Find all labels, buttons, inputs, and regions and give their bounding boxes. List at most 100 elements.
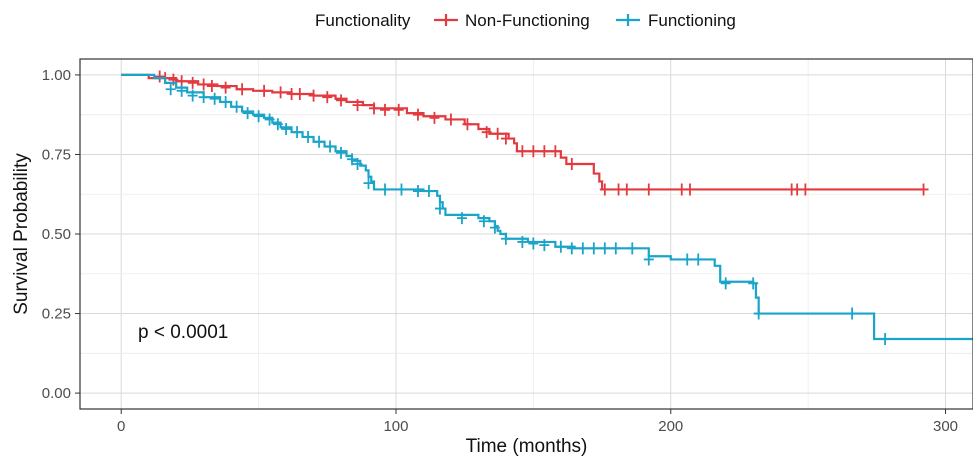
censor-mark: [566, 242, 577, 255]
censor-mark: [429, 111, 440, 124]
censor-mark: [599, 183, 610, 196]
censor-mark: [275, 86, 286, 99]
censor-mark: [198, 78, 209, 91]
censor-mark: [627, 242, 638, 255]
censor-mark: [412, 185, 423, 198]
censor-mark: [456, 212, 467, 225]
series-non-functioning: [121, 70, 929, 196]
legend-item-functioning: Functioning: [616, 11, 736, 30]
censor-mark: [880, 333, 891, 345]
censor-mark: [314, 135, 325, 148]
censor-mark: [369, 102, 380, 115]
x-tick-label: 0: [117, 418, 125, 435]
censor-mark: [489, 221, 500, 234]
censor-mark: [206, 80, 217, 93]
censor-mark: [693, 253, 704, 266]
x-axis: 0 100 200 300: [117, 409, 958, 435]
censor-mark: [500, 132, 511, 145]
censor-mark: [528, 145, 539, 158]
censor-mark: [478, 215, 489, 228]
censor-mark: [462, 118, 473, 131]
censor-mark: [259, 84, 270, 97]
censor-mark: [918, 183, 929, 196]
censor-mark: [396, 183, 407, 196]
censor-mark: [643, 253, 654, 266]
censor-mark: [220, 95, 231, 108]
censor-mark: [264, 113, 275, 126]
censor-mark: [154, 70, 165, 83]
censor-mark: [231, 100, 242, 113]
censor-mark: [599, 242, 610, 255]
censor-mark: [352, 99, 363, 112]
censor-mark: [308, 89, 319, 102]
censor-mark: [242, 107, 253, 120]
censor-mark: [610, 242, 621, 255]
legend-title: Functionality: [315, 11, 411, 30]
censor-mark: [379, 103, 390, 116]
legend-item-non-functioning: Non-Functioning: [434, 11, 590, 30]
censor-mark: [753, 307, 764, 320]
censor-mark: [272, 118, 283, 131]
survival-curve: [121, 73, 973, 341]
censor-mark: [220, 81, 231, 94]
y-axis: 0.00 0.25 0.50 0.75 1.00: [42, 67, 80, 402]
censor-mark: [336, 94, 347, 107]
censor-mark: [445, 113, 456, 126]
y-tick-label: 0.75: [42, 146, 71, 163]
censor-mark: [800, 183, 811, 196]
y-tick-label: 0.00: [42, 385, 71, 402]
series-layer: [121, 70, 973, 345]
censor-mark: [481, 126, 492, 139]
censor-mark: [492, 127, 503, 140]
censor-mark: [517, 145, 528, 158]
censor-mark: [550, 145, 561, 158]
censor-mark: [237, 83, 248, 96]
censor-mark: [412, 108, 423, 121]
censor-mark: [539, 239, 550, 252]
legend: Functionality Non-Functioning Functionin…: [315, 11, 736, 30]
censor-mark: [539, 145, 550, 158]
y-tick-label: 1.00: [42, 67, 71, 84]
censor-mark: [720, 277, 731, 290]
y-axis-title: Survival Probability: [11, 153, 32, 315]
series-functioning: [121, 73, 973, 345]
censor-mark: [588, 242, 599, 255]
censor-mark: [621, 183, 632, 196]
y-tick-label: 0.50: [42, 226, 71, 243]
censor-mark: [379, 183, 390, 196]
censor-mark: [187, 76, 198, 89]
censor-mark: [352, 158, 363, 170]
censor-mark: [748, 277, 759, 290]
censor-mark: [847, 307, 858, 320]
censor-mark: [347, 153, 358, 166]
censor-mark: [684, 183, 695, 196]
censor-mark: [209, 92, 220, 105]
censor-mark: [281, 123, 292, 135]
p-value-annotation: p < 0.0001: [138, 322, 228, 343]
censor-mark: [577, 242, 588, 255]
censor-mark: [393, 103, 404, 116]
censor-mark: [165, 83, 176, 96]
censor-mark: [253, 110, 264, 123]
censor-mark: [187, 89, 198, 102]
censor-mark: [423, 185, 434, 198]
censor-mark: [682, 253, 693, 266]
censor-mark: [303, 130, 314, 143]
legend-label-non-functioning: Non-Functioning: [465, 11, 590, 30]
y-tick-label: 0.25: [42, 306, 71, 323]
censor-mark: [566, 158, 577, 170]
censor-mark: [528, 237, 539, 250]
x-axis-title: Time (months): [466, 436, 588, 457]
censor-mark: [176, 84, 187, 97]
censor-mark: [336, 146, 347, 159]
survival-curve: [121, 73, 924, 191]
censor-mark: [325, 140, 336, 153]
censor-mark: [555, 240, 566, 253]
censor-mark: [643, 183, 654, 196]
censor-mark: [500, 232, 511, 245]
x-tick-label: 300: [933, 418, 958, 435]
x-tick-label: 100: [383, 418, 408, 435]
censor-mark: [363, 177, 374, 190]
legend-label-functioning: Functioning: [648, 11, 736, 30]
